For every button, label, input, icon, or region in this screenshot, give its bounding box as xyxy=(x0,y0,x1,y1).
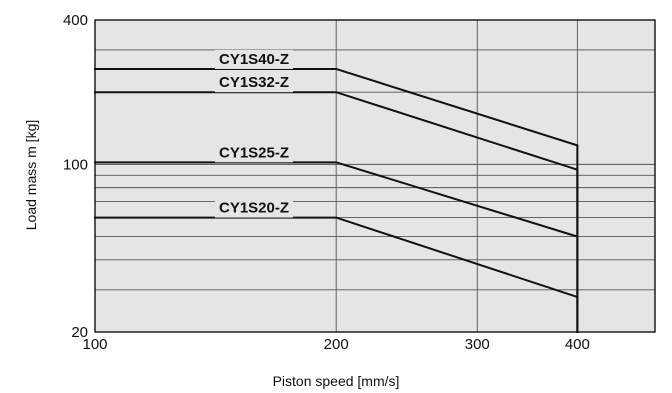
y-tick-label: 100 xyxy=(63,156,88,173)
plot-background xyxy=(95,20,655,332)
plot-area: CY1S40-Z CY1S32-Z CY1S25-Z CY1S20-Z xyxy=(95,20,655,332)
x-axis-label: Piston speed [mm/s] xyxy=(273,373,400,389)
y-tick-label: 400 xyxy=(63,12,88,29)
y-axis-label: Load mass m [kg] xyxy=(23,120,39,231)
x-tick-label: 400 xyxy=(565,336,590,353)
x-tick-label: 300 xyxy=(465,336,490,353)
y-tick-label: 20 xyxy=(71,324,88,341)
series-label: CY1S20-Z xyxy=(219,200,289,217)
series-label: CY1S25-Z xyxy=(219,144,289,161)
x-tick-label: 200 xyxy=(324,336,349,353)
series-label: CY1S32-Z xyxy=(219,74,289,91)
series-label: CY1S40-Z xyxy=(219,51,289,68)
